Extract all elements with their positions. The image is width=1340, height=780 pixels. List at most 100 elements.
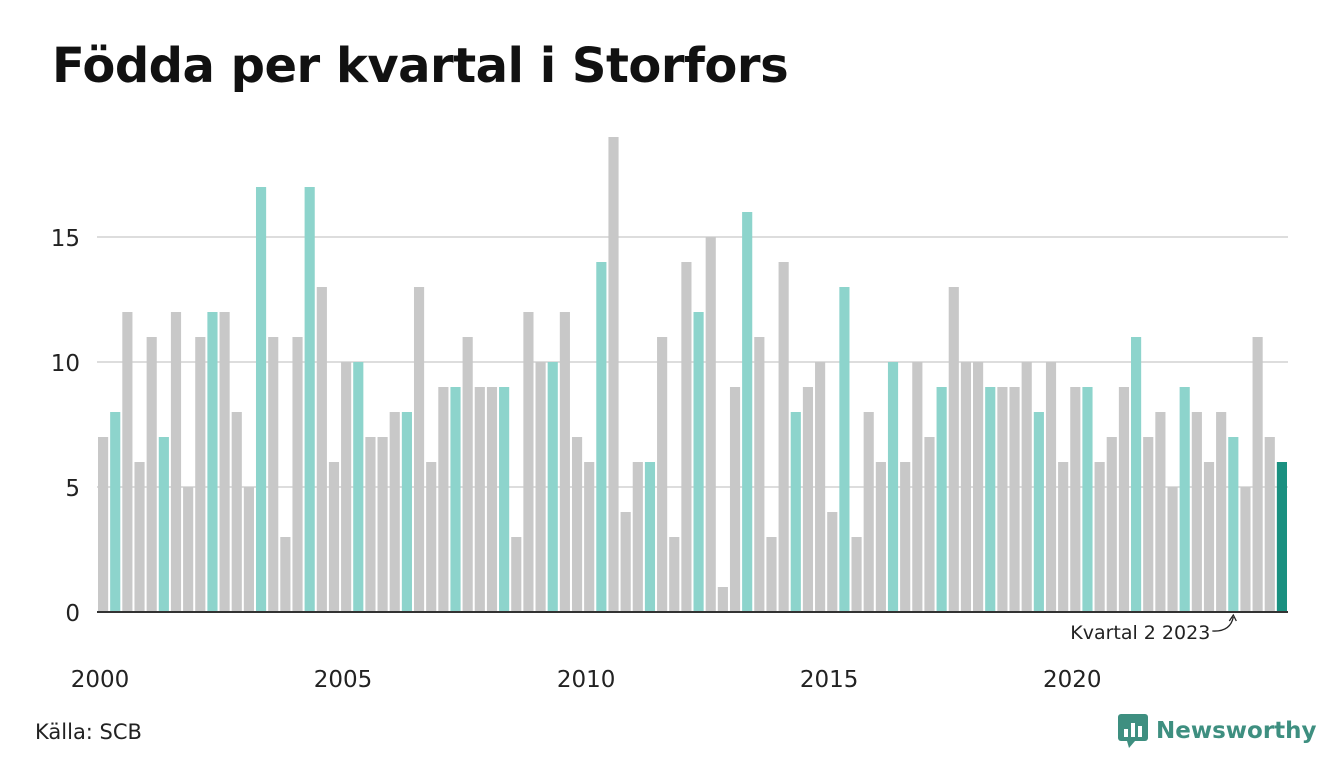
x-tick-label: 2010 <box>557 667 616 693</box>
bar <box>328 462 340 612</box>
bar <box>195 337 206 612</box>
chart-title: Födda per kvartal i Storfors <box>52 38 789 94</box>
bar <box>936 387 947 612</box>
bar <box>973 362 984 612</box>
bar <box>511 537 522 612</box>
bar <box>304 187 315 612</box>
bar <box>584 462 595 612</box>
bar <box>1228 437 1239 612</box>
bar <box>207 312 218 612</box>
bar <box>912 362 923 612</box>
bar <box>243 487 254 612</box>
bar <box>1021 362 1032 612</box>
bar <box>134 462 145 612</box>
bar <box>122 312 133 612</box>
bar <box>462 337 473 612</box>
bar <box>170 312 182 612</box>
bar <box>851 537 862 612</box>
x-tick-label: 2005 <box>314 667 373 693</box>
y-tick-label: 15 <box>51 226 80 252</box>
bar <box>620 512 631 612</box>
bar <box>1216 412 1227 612</box>
bar <box>1191 412 1202 612</box>
bar <box>353 362 364 612</box>
bar <box>766 537 777 612</box>
annotation-arrow <box>1212 616 1234 632</box>
bar-chart: 0 5 10 15 2000 2005 2010 2015 2020 Kvartal 2 2023 <box>51 137 1288 693</box>
bar <box>960 362 972 612</box>
bar <box>815 362 826 612</box>
bar <box>997 387 1008 612</box>
bar <box>547 362 558 612</box>
bar <box>183 487 194 612</box>
source-label: Källa: SCB <box>35 720 142 744</box>
bar <box>754 337 765 612</box>
bar <box>1033 412 1044 612</box>
bar <box>717 587 728 612</box>
bar <box>110 412 121 612</box>
bar <box>693 312 704 612</box>
newsworthy-logo[interactable]: Newsworthy <box>1118 714 1317 748</box>
annotation-label: Kvartal 2 2023 <box>1070 622 1210 644</box>
bar <box>1009 387 1020 612</box>
bar <box>523 312 534 612</box>
y-tick-label: 10 <box>51 351 80 377</box>
bar <box>413 287 425 612</box>
bar <box>705 237 716 612</box>
bar <box>341 362 352 612</box>
bar <box>146 337 157 612</box>
bar <box>778 262 789 612</box>
bar <box>924 437 935 612</box>
bar <box>571 437 583 612</box>
bar <box>486 387 498 612</box>
x-tick-label: 2015 <box>800 667 859 693</box>
bar <box>426 462 437 612</box>
bar <box>231 412 242 612</box>
axes: 0 5 10 15 2000 2005 2010 2015 2020 Kvartal 2 2023 <box>51 226 1288 693</box>
bar <box>316 287 327 612</box>
bar <box>742 212 753 612</box>
bar <box>948 287 959 612</box>
bar <box>1058 462 1069 612</box>
bar <box>1167 487 1178 612</box>
bar <box>596 262 607 612</box>
bar <box>1240 487 1251 612</box>
bar <box>98 437 109 612</box>
bar <box>1264 437 1275 612</box>
bar <box>839 287 850 612</box>
y-tick-label: 0 <box>65 601 80 627</box>
bar <box>1155 412 1166 612</box>
bar <box>644 462 656 612</box>
bar <box>1252 337 1263 612</box>
bar <box>1106 437 1117 612</box>
bar <box>1070 387 1081 612</box>
bar <box>802 387 814 612</box>
bar <box>377 437 388 612</box>
bar <box>729 387 741 612</box>
bar <box>280 537 291 612</box>
bar <box>1143 437 1154 612</box>
bar <box>1094 462 1105 612</box>
bar <box>1082 387 1093 612</box>
bar <box>863 412 874 612</box>
bar <box>365 437 376 612</box>
bar <box>681 262 692 612</box>
bar <box>669 537 680 612</box>
bar <box>985 387 996 612</box>
bar <box>657 337 668 612</box>
bar <box>887 362 899 612</box>
x-tick-label: 2020 <box>1043 667 1102 693</box>
annotation-arrowhead <box>1228 613 1237 622</box>
bar <box>790 412 801 612</box>
bar <box>255 187 267 612</box>
bar <box>389 412 400 612</box>
bar <box>219 312 230 612</box>
bar <box>268 337 279 612</box>
bar <box>632 462 643 612</box>
bar <box>900 462 911 612</box>
brand-name: Newsworthy <box>1156 718 1317 744</box>
bar <box>875 462 886 612</box>
bar <box>827 512 838 612</box>
bar <box>535 362 546 612</box>
bar <box>1203 462 1215 612</box>
